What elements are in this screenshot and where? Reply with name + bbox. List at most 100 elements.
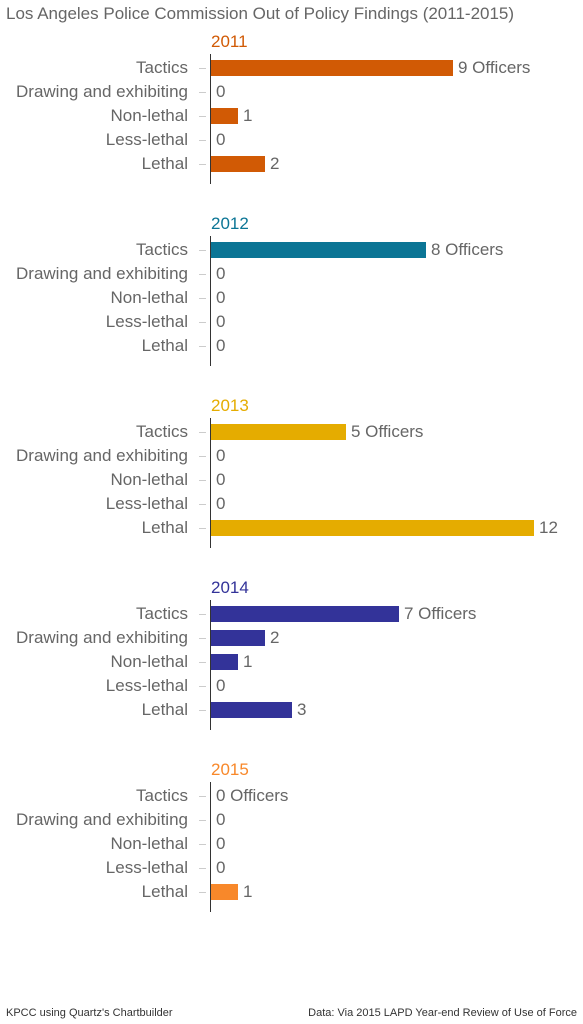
axis-tick — [199, 432, 206, 433]
panel-year-label: 2012 — [211, 214, 249, 233]
panel-year-label: 2014 — [211, 578, 249, 597]
value-label: 0 — [216, 676, 226, 695]
axis-tick — [199, 140, 206, 141]
panel-year-label: 2015 — [211, 760, 249, 779]
category-label: Lethal — [141, 518, 188, 537]
value-label: 0 — [216, 470, 226, 489]
value-label: 0 — [216, 834, 226, 853]
axis-tick — [199, 298, 206, 299]
bar — [211, 242, 426, 258]
value-label: 0 — [216, 82, 226, 101]
axis-tick — [199, 164, 206, 165]
axis-tick — [199, 456, 206, 457]
y-axis-line — [210, 236, 211, 366]
bar — [211, 606, 399, 622]
axis-tick — [199, 274, 206, 275]
axis-tick — [199, 662, 206, 663]
value-label: 0 — [216, 446, 226, 465]
category-label: Lethal — [141, 882, 188, 901]
axis-tick — [199, 686, 206, 687]
value-label: 0 — [216, 494, 226, 513]
panel-year-label: 2011 — [211, 32, 248, 51]
axis-tick — [199, 480, 206, 481]
value-label: 2 — [270, 154, 280, 173]
bar — [211, 424, 346, 440]
panel-year-label: 2013 — [211, 396, 249, 415]
value-label: 1 — [243, 106, 253, 125]
panel-2011: 2011 Tactics 9 Officers Drawing and exhibit… — [0, 32, 583, 192]
value-label: 5 Officers — [351, 422, 424, 441]
value-label: 7 Officers — [404, 604, 477, 623]
y-axis-line — [210, 600, 211, 730]
category-label: Non-lethal — [110, 652, 189, 671]
panel-2012: 2012 Tactics 8 Officers Drawing and exhibit… — [0, 214, 583, 374]
category-label: Drawing and exhibiting — [16, 446, 188, 465]
category-label: Lethal — [141, 154, 188, 173]
value-label: 3 — [297, 700, 307, 719]
value-label: 1 — [243, 882, 253, 901]
axis-tick — [199, 820, 206, 821]
y-axis-line — [210, 418, 211, 548]
bar — [211, 654, 238, 670]
value-label: 0 — [216, 810, 226, 829]
value-label: 9 Officers — [458, 58, 531, 77]
category-label: Lethal — [141, 700, 188, 719]
axis-tick — [199, 868, 206, 869]
axis-tick — [199, 844, 206, 845]
footer-credit: KPCC using Quartz's Chartbuilder — [6, 1007, 173, 1019]
axis-tick — [199, 638, 206, 639]
axis-tick — [199, 322, 206, 323]
category-label: Less-lethal — [105, 676, 188, 695]
y-axis-line — [210, 782, 211, 912]
axis-tick — [199, 796, 206, 797]
axis-tick — [199, 528, 206, 529]
axis-tick — [199, 710, 206, 711]
y-axis-line — [210, 54, 211, 184]
value-label: 0 — [216, 264, 226, 283]
category-label: Non-lethal — [110, 834, 189, 853]
chart-title: Los Angeles Police Commission Out of Pol… — [6, 4, 515, 23]
category-label: Less-lethal — [105, 494, 188, 513]
axis-tick — [199, 116, 206, 117]
category-label: Tactics — [136, 604, 188, 623]
value-label: 1 — [243, 652, 253, 671]
value-label: 8 Officers — [431, 240, 504, 259]
bar — [211, 884, 238, 900]
value-label: 0 — [216, 858, 226, 877]
category-label: Less-lethal — [105, 312, 188, 331]
category-label: Tactics — [136, 58, 188, 77]
category-label: Drawing and exhibiting — [16, 82, 188, 101]
bar — [211, 108, 238, 124]
axis-tick — [199, 504, 206, 505]
value-label: 12 — [539, 518, 558, 537]
panel-2014: 2014 Tactics 7 Officers Drawing and exhibit… — [0, 578, 583, 738]
category-label: Less-lethal — [105, 858, 188, 877]
footer-source: Data: Via 2015 LAPD Year-end Review of U… — [308, 1007, 577, 1019]
category-label: Less-lethal — [105, 130, 188, 149]
bar — [211, 520, 534, 536]
value-label: 2 — [270, 628, 280, 647]
axis-tick — [199, 892, 206, 893]
axis-tick — [199, 250, 206, 251]
panel-2013: 2013 Tactics 5 Officers Drawing and exhibit… — [0, 396, 583, 556]
value-label: 0 — [216, 130, 226, 149]
value-label: 0 Officers — [216, 786, 289, 805]
value-label: 0 — [216, 288, 226, 307]
category-label: Drawing and exhibiting — [16, 628, 188, 647]
category-label: Tactics — [136, 786, 188, 805]
value-label: 0 — [216, 312, 226, 331]
category-label: Lethal — [141, 336, 188, 355]
axis-tick — [199, 92, 206, 93]
bar — [211, 156, 265, 172]
bar — [211, 60, 453, 76]
bar — [211, 630, 265, 646]
category-label: Non-lethal — [110, 106, 189, 125]
axis-tick — [199, 68, 206, 69]
axis-tick — [199, 346, 206, 347]
category-label: Tactics — [136, 422, 188, 441]
axis-tick — [199, 614, 206, 615]
category-label: Tactics — [136, 240, 188, 259]
category-label: Drawing and exhibiting — [16, 810, 188, 829]
category-label: Non-lethal — [110, 288, 189, 307]
category-label: Non-lethal — [110, 470, 189, 489]
